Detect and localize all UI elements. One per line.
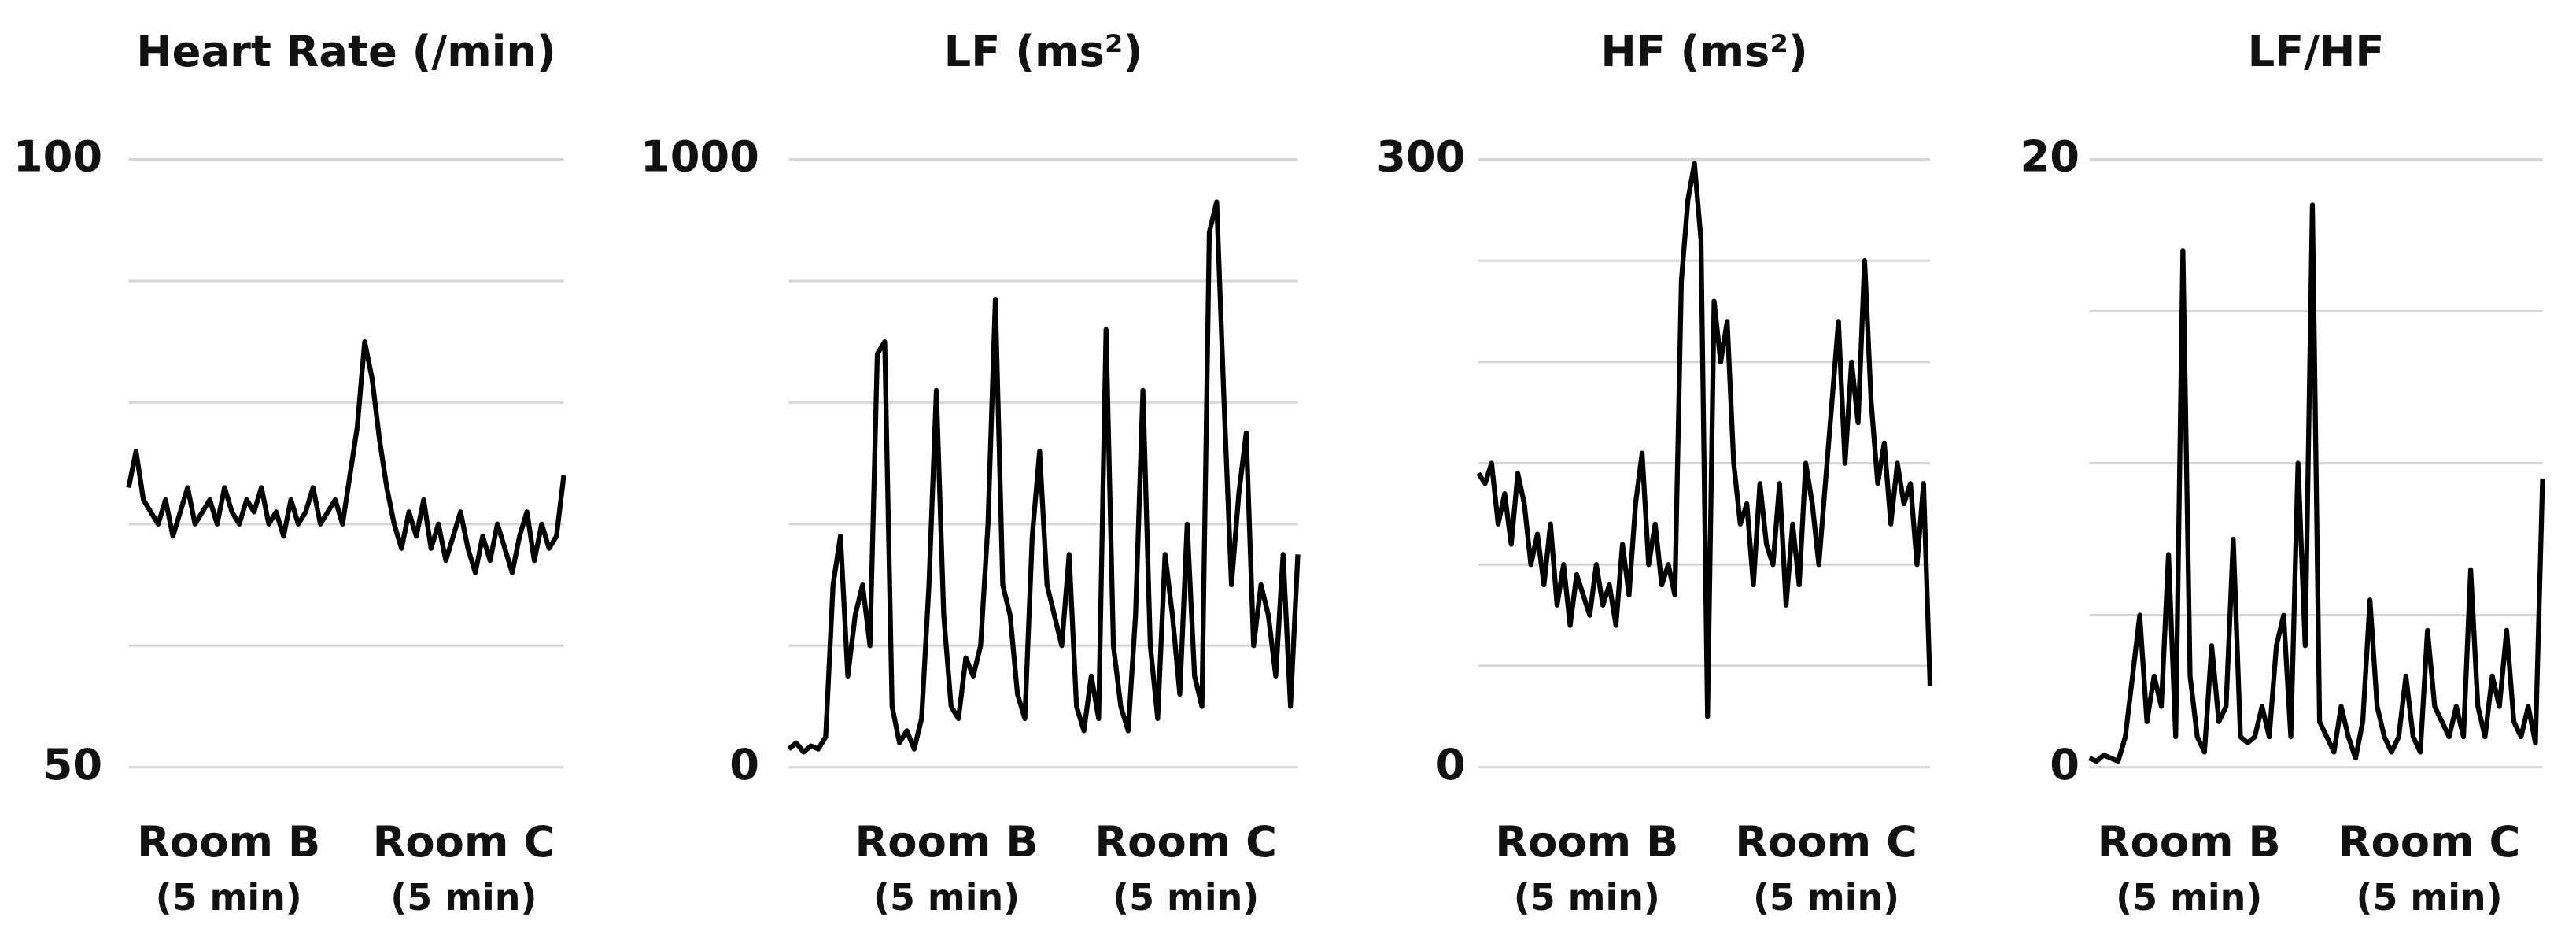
y-tick-label: 100 xyxy=(13,132,102,182)
y-tick-label: 300 xyxy=(1376,132,1465,182)
data-line xyxy=(787,199,1301,755)
y-tick-label: 20 xyxy=(2020,132,2080,182)
y-tick-label: 1000 xyxy=(640,132,759,182)
segment-label: Room B xyxy=(2098,817,2281,867)
segment-label: Room B xyxy=(1495,817,1678,867)
segment-duration: (5 min) xyxy=(2356,876,2502,919)
segment-label: Room B xyxy=(855,817,1039,867)
data-line xyxy=(126,338,566,575)
segment-duration: (5 min) xyxy=(2116,876,2262,919)
segment-duration: (5 min) xyxy=(1753,876,1899,919)
chart-title: LF/HF xyxy=(2248,27,2385,76)
segment-label: Room B xyxy=(137,817,320,867)
segment-duration: (5 min) xyxy=(873,876,1020,919)
data-line xyxy=(2088,202,2545,764)
segment-duration: (5 min) xyxy=(1514,876,1660,919)
segment-duration: (5 min) xyxy=(1113,876,1259,919)
segment-label: Room C xyxy=(1735,817,1917,867)
y-tick-label: 0 xyxy=(1436,740,1466,790)
segment-duration: (5 min) xyxy=(390,876,537,919)
segment-label: Room C xyxy=(1094,817,1277,867)
data-line xyxy=(1476,161,1933,719)
segment-label: Room C xyxy=(373,817,555,867)
chart-title: HF (ms²) xyxy=(1600,27,1808,76)
segment-duration: (5 min) xyxy=(156,876,302,919)
chart-title: Heart Rate (/min) xyxy=(136,27,556,76)
y-tick-label: 0 xyxy=(2050,740,2080,790)
chart-title: LF (ms²) xyxy=(944,27,1143,76)
y-tick-label: 50 xyxy=(43,740,103,790)
segment-label: Room C xyxy=(2338,817,2521,867)
y-tick-label: 0 xyxy=(729,740,759,790)
